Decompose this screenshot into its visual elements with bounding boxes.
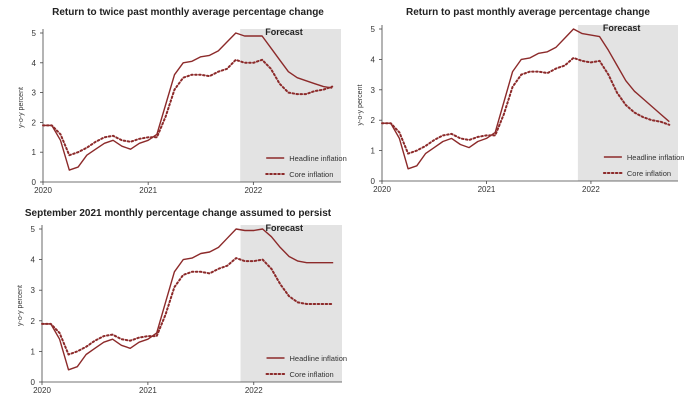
forecast-label: Forecast bbox=[603, 23, 641, 33]
x-tick-label: 2020 bbox=[33, 386, 51, 395]
forecast-label: Forecast bbox=[266, 223, 304, 233]
y-tick-label: 2 bbox=[371, 116, 376, 125]
y-tick-label: 4 bbox=[32, 59, 37, 68]
y-tick-label: 5 bbox=[32, 29, 37, 38]
y-tick-label: 3 bbox=[371, 86, 376, 95]
y-tick-label: 0 bbox=[371, 177, 376, 186]
y-tick-label: 3 bbox=[31, 286, 36, 295]
headline-inflation-line bbox=[382, 28, 670, 170]
x-tick-label: 2020 bbox=[373, 185, 391, 194]
forecast-shade bbox=[240, 29, 341, 182]
headline-inflation-line bbox=[43, 32, 333, 171]
y-tick-label: 1 bbox=[32, 148, 37, 157]
y-tick-label: 0 bbox=[32, 178, 37, 187]
chart-title: September 2021 monthly percentage change… bbox=[25, 208, 332, 219]
legend-core-label: Core inflation bbox=[290, 370, 334, 379]
chart-panel-2: Return to past monthly average percentag… bbox=[357, 7, 684, 194]
y-axis-label: y-o-y percent bbox=[18, 87, 25, 128]
x-tick-label: 2021 bbox=[139, 186, 157, 195]
y-tick-label: 0 bbox=[31, 378, 36, 387]
x-tick-label: 2022 bbox=[245, 386, 263, 395]
y-axis-label: y-o-y percent bbox=[357, 85, 364, 126]
chart-panel-1: Return to twice past monthly average per… bbox=[18, 7, 347, 195]
x-tick-label: 2021 bbox=[478, 185, 496, 194]
y-axis-label: y-o-y percent bbox=[17, 285, 24, 326]
legend-headline-label: Headline inflation bbox=[627, 153, 685, 162]
core-inflation-line bbox=[381, 56, 671, 155]
y-tick-label: 1 bbox=[31, 347, 36, 356]
headline-inflation-line bbox=[42, 228, 334, 371]
y-tick-label: 1 bbox=[371, 147, 376, 156]
y-tick-label: 4 bbox=[31, 256, 36, 265]
x-tick-label: 2022 bbox=[582, 185, 600, 194]
y-tick-label: 3 bbox=[32, 89, 37, 98]
forecast-label: Forecast bbox=[265, 27, 303, 37]
chart-title: Return to past monthly average percentag… bbox=[406, 7, 650, 18]
core-inflation-line bbox=[41, 257, 335, 356]
forecast-shade bbox=[577, 25, 678, 181]
x-tick-label: 2020 bbox=[34, 186, 52, 195]
legend-headline-label: Headline inflation bbox=[290, 354, 348, 363]
y-tick-label: 5 bbox=[31, 225, 36, 234]
y-tick-label: 5 bbox=[371, 25, 376, 34]
y-tick-label: 2 bbox=[31, 317, 36, 326]
chart-panel-3: September 2021 monthly percentage change… bbox=[17, 208, 347, 395]
legend-headline-label: Headline inflation bbox=[289, 154, 347, 163]
legend-core-label: Core inflation bbox=[289, 170, 333, 179]
x-tick-label: 2021 bbox=[139, 386, 157, 395]
chart-title: Return to twice past monthly average per… bbox=[52, 7, 324, 18]
y-tick-label: 4 bbox=[371, 55, 376, 64]
core-inflation-line bbox=[42, 58, 334, 157]
legend-core-label: Core inflation bbox=[627, 169, 671, 178]
x-tick-label: 2022 bbox=[244, 186, 262, 195]
y-tick-label: 2 bbox=[32, 118, 37, 127]
